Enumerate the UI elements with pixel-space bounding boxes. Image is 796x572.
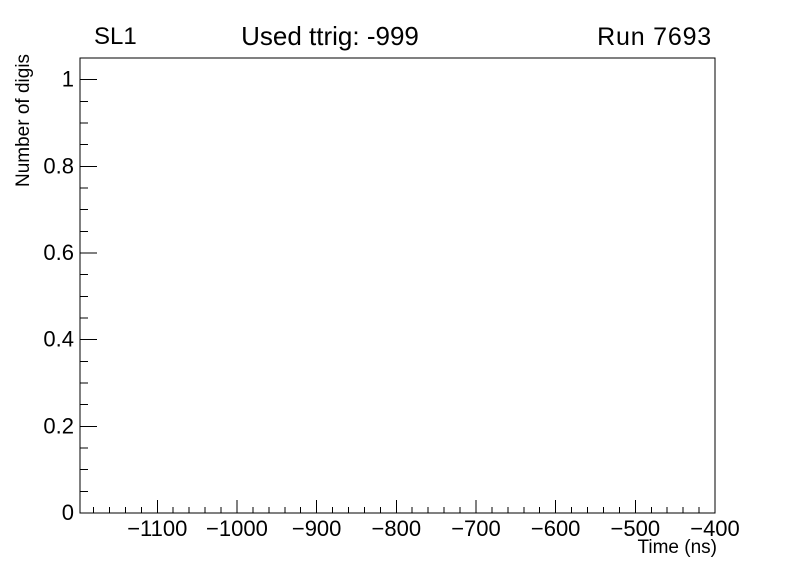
- y-tick-label: 0: [62, 500, 74, 525]
- y-tick-label: 0.4: [43, 327, 74, 352]
- plot-frame: [79, 57, 716, 514]
- pad-label-sl1: SL1: [94, 23, 137, 50]
- y-tick-label: 0.6: [43, 240, 74, 265]
- x-tick-label: −1000: [206, 516, 268, 541]
- y-tick-label: 0.2: [43, 413, 74, 438]
- histogram-title: Used ttrig: -999: [241, 21, 419, 51]
- x-axis-title: Time (ns): [637, 537, 717, 558]
- x-tick-label: −900: [292, 516, 342, 541]
- x-tick-label: −400: [690, 516, 740, 541]
- y-tick-label: 1: [62, 67, 74, 92]
- y-axis-title: Number of digis: [13, 54, 34, 187]
- y-tick-label: 0.8: [43, 153, 74, 178]
- x-tick-label: −600: [531, 516, 581, 541]
- x-tick-label: −800: [372, 516, 422, 541]
- x-tick-label: −500: [611, 516, 661, 541]
- run-number-label: Run 7693: [597, 23, 712, 51]
- x-tick-label: −700: [451, 516, 501, 541]
- x-tick-label: −1100: [127, 516, 187, 541]
